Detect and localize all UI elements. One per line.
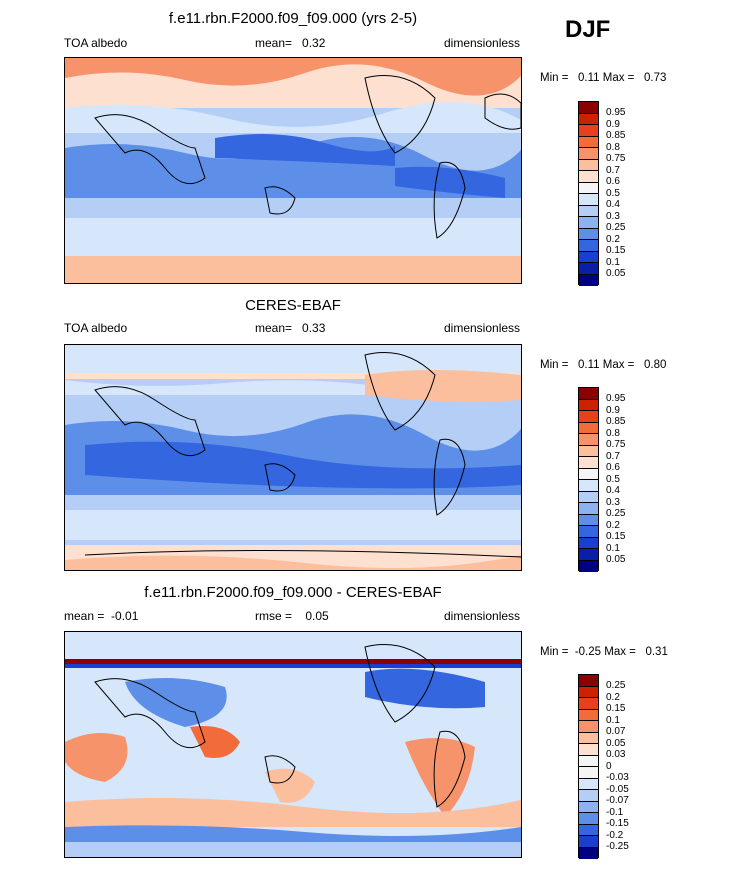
colorbar-tick-label: 0.05 bbox=[606, 737, 626, 749]
colorbar-tick-label: 0.9 bbox=[606, 118, 620, 130]
colorbar-tick-label: -0.03 bbox=[606, 772, 629, 783]
panel-3-mean-label: mean = -0.01 bbox=[64, 609, 139, 623]
colorbar-tick-label: 0.1 bbox=[606, 256, 620, 268]
colorbar-tick-label: 0.5 bbox=[606, 473, 620, 485]
colorbar-tick-label: 0.7 bbox=[606, 450, 620, 462]
panel-2-colorbar bbox=[578, 387, 599, 572]
panel-2-mean-label: mean= 0.33 bbox=[255, 321, 326, 335]
colorbar-tick-label: 0.2 bbox=[606, 519, 620, 531]
panel-3-map bbox=[64, 631, 522, 858]
colorbar-tick-label: -0.05 bbox=[606, 783, 629, 795]
observed-albedo-map bbox=[65, 345, 521, 570]
colorbar-tick-label: 0.15 bbox=[606, 245, 626, 256]
colorbar-tick-label: 0.2 bbox=[606, 691, 620, 703]
colorbar-tick-label: 0.3 bbox=[606, 496, 620, 508]
colorbar-tick-label: 0.15 bbox=[606, 531, 626, 542]
panel-2-map bbox=[64, 344, 522, 571]
panel-3-colorbar bbox=[578, 674, 599, 859]
panel-3-minmax: Min = -0.25 Max = 0.31 bbox=[540, 646, 668, 658]
colorbar-tick-label: 0.95 bbox=[606, 107, 626, 118]
colorbar-tick-label: 0.2 bbox=[606, 233, 620, 245]
panel-2-minmax: Min = 0.11 Max = 0.80 bbox=[540, 359, 667, 371]
colorbar-tick-label: 0.05 bbox=[606, 268, 626, 279]
colorbar-tick-label: 0.8 bbox=[606, 427, 620, 439]
colorbar-tick-label: 0.4 bbox=[606, 485, 620, 496]
colorbar-tick-label: -0.2 bbox=[606, 829, 624, 841]
colorbar-tick-label: 0.25 bbox=[606, 222, 626, 233]
colorbar-tick-label: 0.75 bbox=[606, 439, 626, 450]
colorbar-tick-label: 0.75 bbox=[606, 153, 626, 164]
colorbar-tick-label: 0.6 bbox=[606, 176, 620, 187]
panel-1-map bbox=[64, 57, 522, 284]
panel-3-rmse-label: rmse = 0.05 bbox=[255, 609, 329, 623]
colorbar-tick-label: 0.3 bbox=[606, 210, 620, 222]
colorbar-tick-label: 0.03 bbox=[606, 749, 626, 760]
model-albedo-map bbox=[65, 58, 521, 283]
panel-2-variable-label: TOA albedo bbox=[64, 321, 128, 335]
panel-2-units-label: dimensionless bbox=[444, 321, 521, 335]
colorbar-tick-label: 0 bbox=[606, 760, 612, 772]
colorbar-tick-label: -0.15 bbox=[606, 818, 629, 829]
colorbar-tick-label: 0.5 bbox=[606, 187, 620, 199]
panel-1-variable-label: TOA albedo bbox=[64, 36, 128, 50]
panel-3-units-label: dimensionless bbox=[444, 609, 521, 623]
colorbar-tick-label: 0.15 bbox=[606, 703, 626, 714]
colorbar-tick-label: 0.6 bbox=[606, 462, 620, 473]
panel-1-units-label: dimensionless bbox=[444, 36, 521, 50]
panel-1-colorbar bbox=[578, 101, 599, 286]
panel-1-mean-label: mean= 0.32 bbox=[255, 36, 326, 50]
colorbar-tick-label: -0.07 bbox=[606, 795, 629, 806]
difference-map bbox=[65, 632, 521, 857]
colorbar-tick-label: 0.9 bbox=[606, 404, 620, 416]
colorbar-tick-label: -0.25 bbox=[606, 841, 629, 852]
colorbar-tick-label: 0.07 bbox=[606, 726, 626, 737]
colorbar-tick-label: 0.1 bbox=[606, 542, 620, 554]
colorbar-tick-label: 0.05 bbox=[606, 554, 626, 565]
colorbar-tick-label: 0.25 bbox=[606, 680, 626, 691]
colorbar-tick-label: 0.8 bbox=[606, 141, 620, 153]
panel-1-title: f.e11.rbn.F2000.f09_f09.000 (yrs 2-5) bbox=[168, 10, 418, 27]
panel-2-title: CERES-EBAF bbox=[245, 297, 341, 314]
colorbar-tick-label: 0.25 bbox=[606, 508, 626, 519]
colorbar-tick-label: 0.4 bbox=[606, 199, 620, 210]
colorbar-tick-label: 0.7 bbox=[606, 164, 620, 176]
panel-1-minmax: Min = 0.11 Max = 0.73 bbox=[540, 72, 667, 84]
colorbar-tick-label: 0.85 bbox=[606, 130, 626, 141]
season-label: DJF bbox=[565, 16, 611, 43]
colorbar-tick-label: 0.95 bbox=[606, 393, 626, 404]
panel-3-title: f.e11.rbn.F2000.f09_f09.000 - CERES-EBAF bbox=[144, 584, 442, 601]
colorbar-tick-label: -0.1 bbox=[606, 806, 624, 818]
colorbar-tick-label: 0.1 bbox=[606, 714, 620, 726]
colorbar-tick-label: 0.85 bbox=[606, 416, 626, 427]
